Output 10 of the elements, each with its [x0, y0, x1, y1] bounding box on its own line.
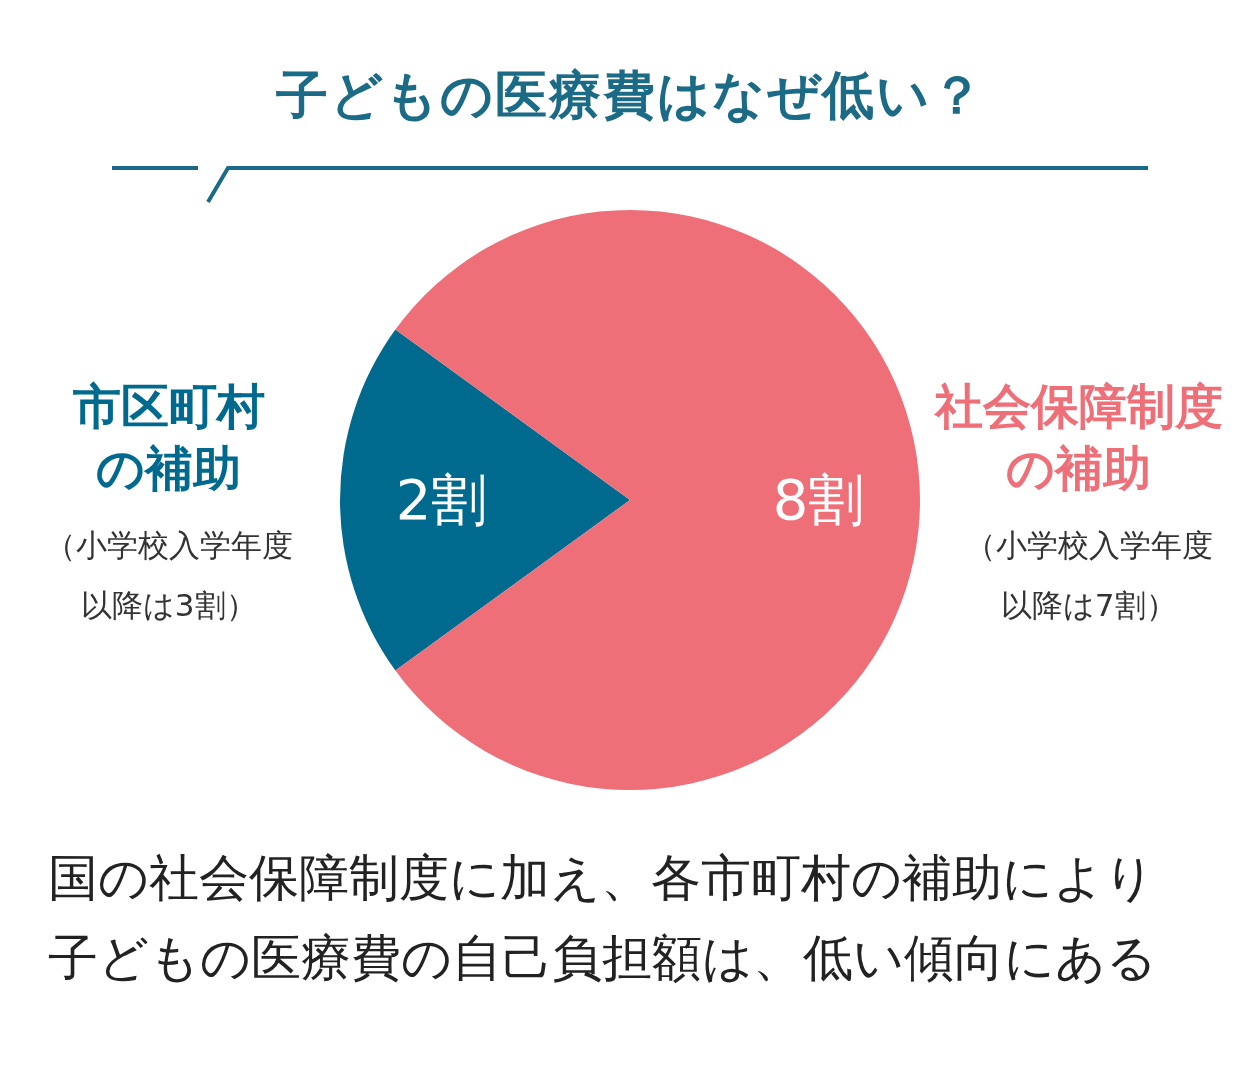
text: （小学校入学年度以降は7割） — [963, 526, 1214, 626]
text: 国の社会保障制度に加え、各市町村の補助により子どもの医療費の自己負担額は、低い傾向にある — [48, 848, 1158, 989]
title: 子どもの医療費はなぜ低い？ — [274, 64, 986, 127]
data-label: 2割 — [394, 466, 489, 534]
slice-label: 市区町村の補助 — [71, 377, 266, 499]
slice-label: 社会保障制度の補助 — [933, 377, 1224, 499]
pie-slice — [340, 329, 630, 671]
text: （小学校入学年度以降は3割） — [43, 526, 294, 626]
pie-slice — [395, 210, 920, 790]
data-label: 8割 — [771, 466, 866, 534]
